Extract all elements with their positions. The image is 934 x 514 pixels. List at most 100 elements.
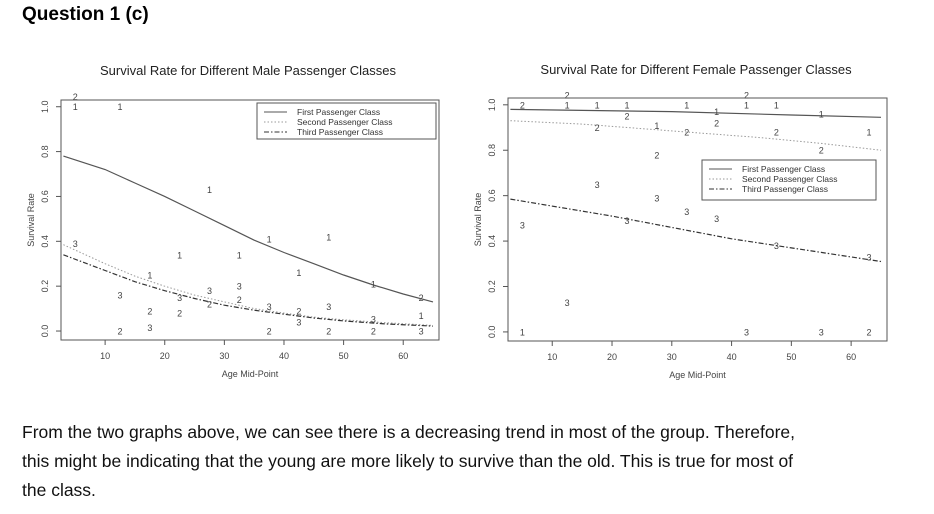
data-point-class-2: 2 bbox=[118, 327, 123, 337]
y-tick-label: 0.2 bbox=[40, 280, 50, 293]
y-tick-label: 0.4 bbox=[487, 235, 497, 248]
x-axis-label: Age Mid-Point bbox=[222, 369, 279, 379]
data-point-class-2: 2 bbox=[819, 146, 824, 156]
data-point-class-1: 1 bbox=[177, 250, 182, 260]
data-point-class-3: 3 bbox=[595, 180, 600, 190]
data-point-class-3: 3 bbox=[267, 302, 272, 312]
x-tick-label: 20 bbox=[160, 351, 170, 361]
y-tick-label: 1.0 bbox=[487, 99, 497, 112]
data-point-class-2: 2 bbox=[520, 100, 525, 110]
plot-frame bbox=[507, 97, 888, 342]
data-point-class-1: 1 bbox=[867, 128, 872, 138]
data-point-class-3: 3 bbox=[819, 327, 824, 337]
data-point-class-2: 2 bbox=[177, 309, 182, 319]
data-point-class-3: 3 bbox=[624, 216, 629, 226]
data-point-class-2: 2 bbox=[654, 150, 659, 160]
y-tick-label: 0.8 bbox=[487, 144, 497, 157]
x-tick-label: 60 bbox=[846, 352, 856, 362]
data-point-class-3: 3 bbox=[419, 327, 424, 337]
data-point-class-3: 3 bbox=[326, 302, 331, 312]
data-point-class-2: 2 bbox=[147, 306, 152, 316]
series-curve-class-2 bbox=[63, 244, 434, 326]
y-axis-label: Survival Rate bbox=[26, 193, 36, 247]
data-point-class-3: 3 bbox=[684, 207, 689, 217]
y-tick-label: 0.2 bbox=[487, 280, 497, 293]
data-point-class-2: 2 bbox=[419, 293, 424, 303]
data-point-class-1: 1 bbox=[624, 100, 629, 110]
data-point-class-3: 3 bbox=[147, 323, 152, 333]
x-tick-label: 30 bbox=[219, 351, 229, 361]
data-point-class-1: 1 bbox=[326, 232, 331, 242]
charts: Survival Rate for Different Male Passeng… bbox=[26, 62, 888, 380]
data-point-class-3: 3 bbox=[73, 239, 78, 249]
x-tick-label: 10 bbox=[547, 352, 557, 362]
data-point-class-2: 2 bbox=[371, 327, 376, 337]
data-point-class-2: 2 bbox=[565, 90, 570, 100]
legend-label: Third Passenger Class bbox=[742, 184, 828, 194]
data-point-class-3: 3 bbox=[714, 214, 719, 224]
series-curve-class-3 bbox=[510, 198, 882, 263]
data-point-class-1: 1 bbox=[714, 107, 719, 117]
chart-title: Survival Rate for Different Female Passe… bbox=[540, 62, 852, 77]
conclusion-paragraph: From the two graphs above, we can see th… bbox=[22, 418, 934, 505]
data-point-class-2: 2 bbox=[595, 123, 600, 133]
data-point-class-1: 1 bbox=[774, 100, 779, 110]
data-point-class-1: 1 bbox=[565, 100, 570, 110]
legend-box bbox=[701, 159, 877, 201]
x-tick-label: 40 bbox=[279, 351, 289, 361]
data-point-class-1: 1 bbox=[819, 109, 824, 119]
chart-male: Survival Rate for Different Male Passeng… bbox=[26, 63, 440, 379]
data-point-class-3: 3 bbox=[371, 314, 376, 324]
paragraph-line: this might be indicating that the young … bbox=[22, 451, 794, 471]
data-point-class-2: 2 bbox=[774, 128, 779, 138]
legend-label: Third Passenger Class bbox=[297, 127, 383, 137]
data-point-class-3: 3 bbox=[654, 193, 659, 203]
y-tick-label: 0.6 bbox=[40, 190, 50, 203]
y-tick-label: 0.8 bbox=[40, 145, 50, 158]
series-curve-class-3 bbox=[63, 254, 434, 327]
paragraph-line: the class. bbox=[22, 480, 96, 500]
series-curve-class-1 bbox=[510, 108, 882, 118]
data-point-class-1: 1 bbox=[267, 235, 272, 245]
series-curve-class-2 bbox=[510, 120, 882, 151]
data-point-class-3: 3 bbox=[744, 327, 749, 337]
legend-label: First Passenger Class bbox=[297, 107, 380, 117]
y-tick-label: 0.0 bbox=[40, 325, 50, 338]
question-heading: Question 1 (c) bbox=[22, 4, 149, 25]
y-axis-label: Survival Rate bbox=[473, 193, 483, 247]
data-point-class-3: 3 bbox=[774, 241, 779, 251]
data-point-class-2: 2 bbox=[624, 112, 629, 122]
data-point-class-2: 2 bbox=[867, 327, 872, 337]
data-point-class-2: 2 bbox=[237, 295, 242, 305]
plot-frame bbox=[60, 99, 440, 341]
x-tick-label: 40 bbox=[727, 352, 737, 362]
data-point-class-1: 1 bbox=[73, 102, 78, 112]
data-point-class-1: 1 bbox=[419, 311, 424, 321]
x-tick-label: 50 bbox=[339, 351, 349, 361]
data-point-class-3: 3 bbox=[207, 286, 212, 296]
data-point-class-3: 3 bbox=[237, 282, 242, 292]
x-tick-label: 50 bbox=[786, 352, 796, 362]
chart-title: Survival Rate for Different Male Passeng… bbox=[100, 63, 396, 78]
legend-label: Second Passenger Class bbox=[297, 117, 392, 127]
data-point-class-3: 3 bbox=[118, 291, 123, 301]
data-point-class-2: 2 bbox=[207, 300, 212, 310]
data-point-class-2: 2 bbox=[684, 128, 689, 138]
data-point-class-1: 1 bbox=[371, 279, 376, 289]
paragraph-line: From the two graphs above, we can see th… bbox=[22, 422, 796, 442]
data-point-class-1: 1 bbox=[654, 121, 659, 131]
data-point-class-1: 1 bbox=[118, 102, 123, 112]
data-point-class-2: 2 bbox=[744, 90, 749, 100]
chart-female: Survival Rate for Different Female Passe… bbox=[473, 62, 888, 380]
x-tick-label: 10 bbox=[100, 351, 110, 361]
data-point-class-2: 2 bbox=[73, 92, 78, 102]
data-point-class-3: 3 bbox=[520, 221, 525, 231]
x-tick-label: 60 bbox=[398, 351, 408, 361]
data-point-class-1: 1 bbox=[237, 250, 242, 260]
legend-label: First Passenger Class bbox=[742, 164, 825, 174]
data-point-class-3: 3 bbox=[177, 293, 182, 303]
data-point-class-2: 2 bbox=[714, 118, 719, 128]
